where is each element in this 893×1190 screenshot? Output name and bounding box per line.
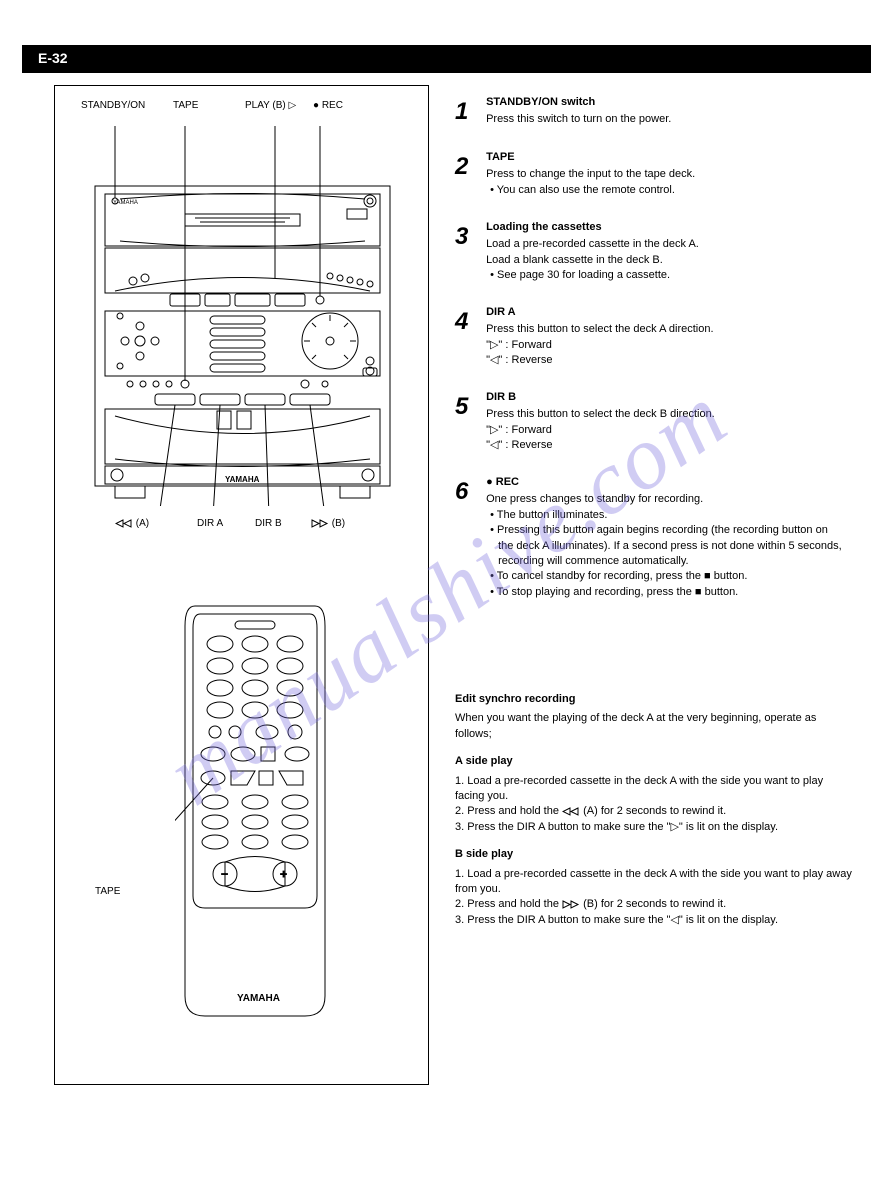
text-fragment: 2. Press and hold the (455, 805, 559, 817)
step-text: "◁" : Reverse (486, 438, 846, 453)
synchro-intro: When you want the playing of the deck A … (455, 711, 855, 742)
text-fragment: (B) for 2 seconds to rewind it. (583, 898, 726, 910)
step-text: "◁" : Reverse (486, 353, 846, 368)
synchro-section: Edit synchro recording When you want the… (455, 680, 855, 928)
step-5: 5 DIR B Press this button to select the … (455, 390, 855, 454)
step-3: 3 Loading the cassettes Load a pre-recor… (455, 220, 855, 284)
brand-label-bottom: YAMAHA (225, 475, 260, 484)
hifi-device-illustration: YAMAHA YAMAHA (85, 116, 400, 506)
figure-panel: YAMAHA YAMAHA STANDBY/ON TAPE PLAY (B) ▷… (54, 85, 429, 1085)
step-bullet: See page 30 for loading a cassette. (486, 268, 846, 283)
callout-rew-a: (A) (136, 518, 149, 529)
callout-tape: TAPE (173, 100, 198, 112)
step-number: 5 (455, 390, 483, 424)
brand-label-top: YAMAHA (113, 200, 138, 206)
step-2: 2 TAPE Press to change the input to the … (455, 150, 855, 198)
synchro-line: 3. Press the DIR A button to make sure t… (455, 820, 855, 835)
step-bullet: To cancel standby for recording, press t… (486, 569, 846, 584)
synchro-line: 2. Press and hold the (A) for 2 seconds … (455, 804, 855, 819)
ffwd-icon (311, 519, 329, 528)
text-fragment: 2. Press and hold the (455, 898, 559, 910)
step-title: DIR B (486, 390, 846, 405)
svg-text:+: + (280, 867, 287, 881)
step-title: STANDBY/ON switch (486, 95, 846, 110)
step-title: TAPE (486, 150, 846, 165)
step-text: Load a pre-recorded cassette in the deck… (486, 237, 846, 252)
step-1: 1 STANDBY/ON switch Press this switch to… (455, 95, 855, 129)
rewind-icon (562, 807, 580, 816)
step-bullet: The button illuminates. (486, 508, 846, 523)
step-text: "▷" : Forward (486, 338, 846, 353)
step-number: 4 (455, 305, 483, 339)
remote-brand: YAMAHA (237, 993, 280, 1004)
step-text: One press changes to standby for recordi… (486, 492, 846, 507)
step-title: Loading the cassettes (486, 220, 846, 235)
step-title: DIR A (486, 305, 846, 320)
step-bullet: Pressing this button again begins record… (486, 523, 846, 569)
step-bullet: You can also use the remote control. (486, 183, 846, 198)
step-text: Press this switch to turn on the power. (486, 112, 846, 127)
step-number: 1 (455, 95, 483, 129)
ffwd-icon (562, 900, 580, 909)
callout-dir-b: DIR B (255, 518, 282, 530)
step-text: Press this button to select the deck B d… (486, 407, 846, 422)
step-number: 6 (455, 475, 483, 509)
step-4: 4 DIR A Press this button to select the … (455, 305, 855, 369)
step-text: Press to change the input to the tape de… (486, 167, 846, 182)
b-side-title: B side play (455, 847, 855, 862)
step-text: Load a blank cassette in the deck B. (486, 253, 846, 268)
step-title: ● REC (486, 475, 846, 490)
callout-standby: STANDBY/ON (81, 100, 145, 112)
callout-ff-b: (B) (332, 518, 345, 529)
callout-play-b: PLAY (B) ▷ (245, 100, 296, 112)
synchro-line: 3. Press the DIR A button to make sure t… (455, 913, 855, 928)
synchro-line: 2. Press and hold the (B) for 2 seconds … (455, 897, 855, 912)
callout-dir-a: DIR A (197, 518, 223, 530)
step-text: Press this button to select the deck A d… (486, 322, 846, 337)
remote-illustration: − + YAMAHA (175, 596, 335, 1026)
synchro-line: 1. Load a pre-recorded cassette in the d… (455, 774, 855, 805)
step-6: 6 ● REC One press changes to standby for… (455, 475, 855, 600)
header-bar (22, 45, 871, 73)
step-number: 3 (455, 220, 483, 254)
step-text: "▷" : Forward (486, 423, 846, 438)
rewind-icon (115, 519, 133, 528)
page-number: E-32 (38, 50, 68, 66)
a-side-title: A side play (455, 754, 855, 769)
text-fragment: (A) for 2 seconds to rewind it. (583, 805, 726, 817)
callout-rec: ● REC (313, 100, 343, 112)
synchro-heading: Edit synchro recording (455, 692, 855, 707)
step-number: 2 (455, 150, 483, 184)
step-bullet: To stop playing and recording, press the… (486, 585, 846, 600)
remote-callout-tape: TAPE (95, 886, 120, 898)
synchro-line: 1. Load a pre-recorded cassette in the d… (455, 867, 855, 898)
